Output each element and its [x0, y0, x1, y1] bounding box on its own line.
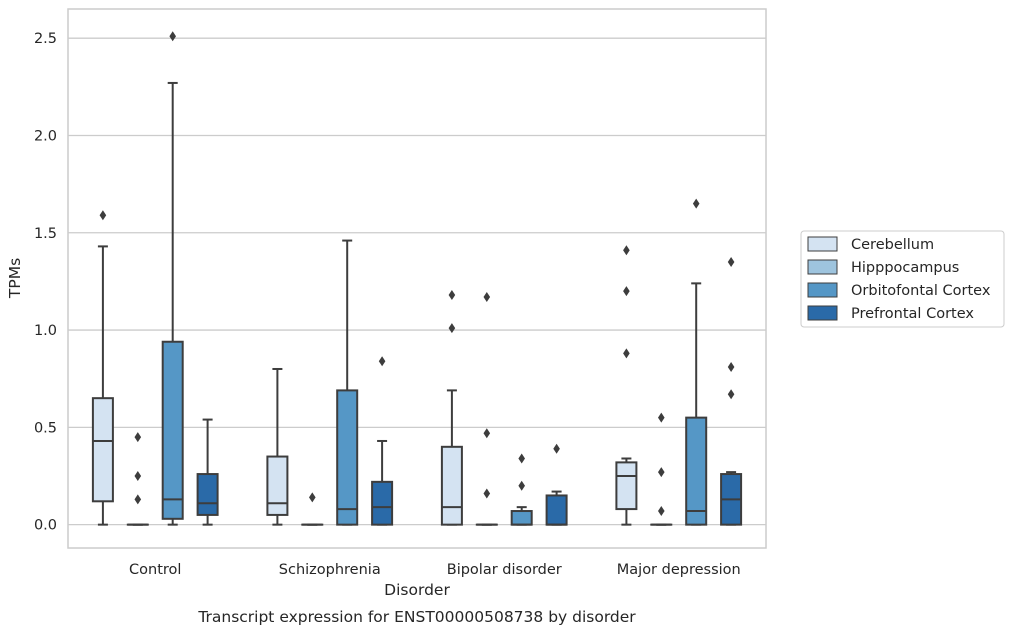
legend-item: Hipppocampus: [807, 259, 959, 276]
box-body: [685, 416, 708, 526]
box-body: [336, 389, 359, 526]
box: [720, 256, 743, 526]
series-group: [196, 256, 743, 526]
y-tick-label: 1.5: [34, 226, 57, 242]
box-body: [196, 473, 219, 516]
box: [650, 412, 673, 526]
y-axis-ticks: 0.0 0.5 1.0 1.5 2.0 2.5: [34, 31, 57, 533]
box: [510, 453, 533, 526]
legend: Cerebellum Hipppocampus Orbitofontal Corte…: [800, 230, 1005, 328]
outlier-point: [134, 471, 142, 482]
outlier-point: [169, 31, 176, 42]
box: [336, 239, 359, 526]
series-group: [91, 210, 638, 526]
outlier-point: [623, 348, 630, 359]
plot-area: [67, 8, 767, 549]
legend-frame: [800, 230, 1005, 328]
outlier-point: [658, 506, 665, 517]
box: [615, 245, 638, 526]
legend-label: Cerebellum: [851, 237, 934, 253]
y-tick-label: 0.5: [34, 420, 57, 436]
outlier-point: [448, 290, 456, 301]
y-tick-label: 0.0: [34, 518, 57, 534]
box: [161, 31, 184, 526]
box: [545, 443, 568, 526]
legend-label: Prefrontal Cortex: [851, 306, 974, 322]
legend-swatch: [807, 282, 838, 298]
y-tick-label: 2.0: [34, 128, 57, 144]
outlier-point: [727, 256, 735, 267]
x-tick-label: Control: [129, 562, 181, 578]
outlier-point: [658, 412, 665, 423]
x-tick-label: Schizophrenia: [279, 562, 381, 578]
box: [685, 198, 708, 526]
x-tick-label: Bipolar disorder: [447, 562, 562, 578]
box-groups: [91, 31, 743, 526]
outlier-point: [483, 291, 491, 302]
outlier-point: [518, 453, 525, 464]
box: [371, 356, 394, 526]
outlier-point: [623, 245, 630, 256]
legend-item: Cerebellum: [807, 236, 934, 253]
outlier-point: [483, 488, 491, 499]
box-body: [615, 461, 638, 511]
box: [266, 367, 289, 526]
box-body: [440, 445, 463, 526]
outlier-point: [727, 389, 735, 400]
box: [91, 210, 114, 526]
outlier-point: [99, 210, 107, 221]
outlier-point: [378, 356, 386, 367]
legend-label: Hipppocampus: [851, 260, 959, 276]
box-body: [545, 494, 568, 526]
outlier-point: [727, 362, 735, 373]
box-body: [91, 397, 114, 503]
legend-item: Orbitofontal Cortex: [807, 282, 991, 299]
box-body: [266, 455, 289, 516]
outlier-point: [448, 323, 456, 334]
box-body: [510, 510, 533, 526]
x-axis-ticks: Control Schizophrenia Bipolar disorder Majo…: [129, 562, 741, 578]
box: [440, 290, 463, 526]
outlier-point: [692, 198, 700, 209]
outlier-point: [483, 428, 491, 439]
box-body: [371, 480, 394, 526]
box: [301, 492, 324, 526]
box: [475, 291, 498, 526]
box: [126, 432, 149, 526]
legend-swatch: [807, 236, 838, 252]
legend-label: Orbitofontal Cortex: [851, 283, 991, 299]
y-tick-label: 2.5: [34, 31, 57, 47]
outlier-point: [134, 494, 142, 505]
gridlines: [68, 37, 766, 526]
y-tick-label: 1.0: [34, 323, 57, 339]
outlier-point: [518, 480, 525, 491]
box: [196, 418, 219, 526]
outlier-point: [134, 432, 142, 443]
box-body: [161, 340, 184, 520]
series-group: [161, 31, 708, 526]
series-group: [126, 291, 673, 526]
outlier-point: [658, 467, 665, 478]
outlier-point: [309, 492, 316, 503]
outlier-point: [553, 443, 560, 454]
y-axis-label: TPMs: [6, 258, 24, 299]
chart-title: Transcript expression for ENST0000050873…: [197, 608, 636, 626]
outlier-point: [623, 286, 630, 297]
legend-item: Prefrontal Cortex: [807, 305, 974, 322]
x-axis-label: Disorder: [384, 581, 450, 599]
legend-swatch: [807, 305, 838, 321]
legend-swatch: [807, 259, 838, 275]
x-tick-label: Major depression: [617, 562, 741, 578]
